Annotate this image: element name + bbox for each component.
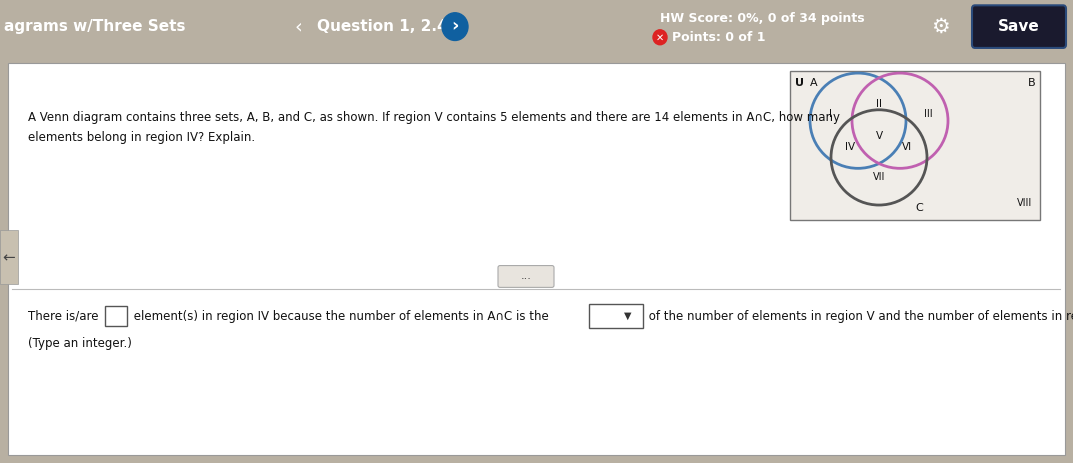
Text: ⚙: ⚙ [930, 17, 950, 37]
Circle shape [653, 30, 667, 45]
Text: B: B [1028, 78, 1035, 88]
Text: VIII: VIII [1017, 198, 1032, 208]
FancyBboxPatch shape [589, 304, 643, 328]
Text: II: II [876, 99, 882, 109]
Text: agrams w/Three Sets: agrams w/Three Sets [4, 19, 186, 34]
Bar [105, 306, 127, 326]
Text: ›: › [452, 18, 459, 36]
Text: There is/are: There is/are [28, 310, 102, 323]
Text: V: V [876, 131, 883, 141]
Text: elements belong in region IV? Explain.: elements belong in region IV? Explain. [28, 131, 255, 144]
Text: element(s) in region IV because the number of elements in A∩C is the: element(s) in region IV because the numb… [130, 310, 553, 323]
Text: A Venn diagram contains three sets, A, B, and C, as shown. If region V contains : A Venn diagram contains three sets, A, B… [28, 111, 840, 124]
Text: ←: ← [2, 250, 15, 265]
Circle shape [442, 13, 468, 40]
Text: IV: IV [844, 143, 855, 152]
Text: (Type an integer.): (Type an integer.) [28, 338, 132, 350]
Text: A: A [810, 78, 818, 88]
Bar [0, 230, 18, 284]
Text: Points: 0 of 1: Points: 0 of 1 [672, 31, 765, 44]
FancyBboxPatch shape [972, 5, 1065, 48]
Text: ✕: ✕ [656, 32, 664, 42]
Text: ‹: ‹ [294, 17, 302, 36]
Text: Save: Save [998, 19, 1040, 34]
Bar [790, 71, 1040, 220]
Text: I: I [828, 109, 832, 119]
Text: III: III [924, 109, 932, 119]
Text: U: U [795, 78, 804, 88]
FancyBboxPatch shape [498, 266, 554, 288]
Text: HW Score: 0%, 0 of 34 points: HW Score: 0%, 0 of 34 points [660, 12, 865, 25]
Text: of the number of elements in region V and the number of elements in region IV: of the number of elements in region V an… [645, 310, 1073, 323]
Text: VII: VII [872, 172, 885, 182]
Text: ▼: ▼ [624, 311, 632, 321]
Text: C: C [915, 203, 923, 213]
Text: VI: VI [902, 143, 912, 152]
Text: Question 1, 2.4.5: Question 1, 2.4.5 [317, 19, 464, 34]
Text: ...: ... [520, 271, 531, 282]
